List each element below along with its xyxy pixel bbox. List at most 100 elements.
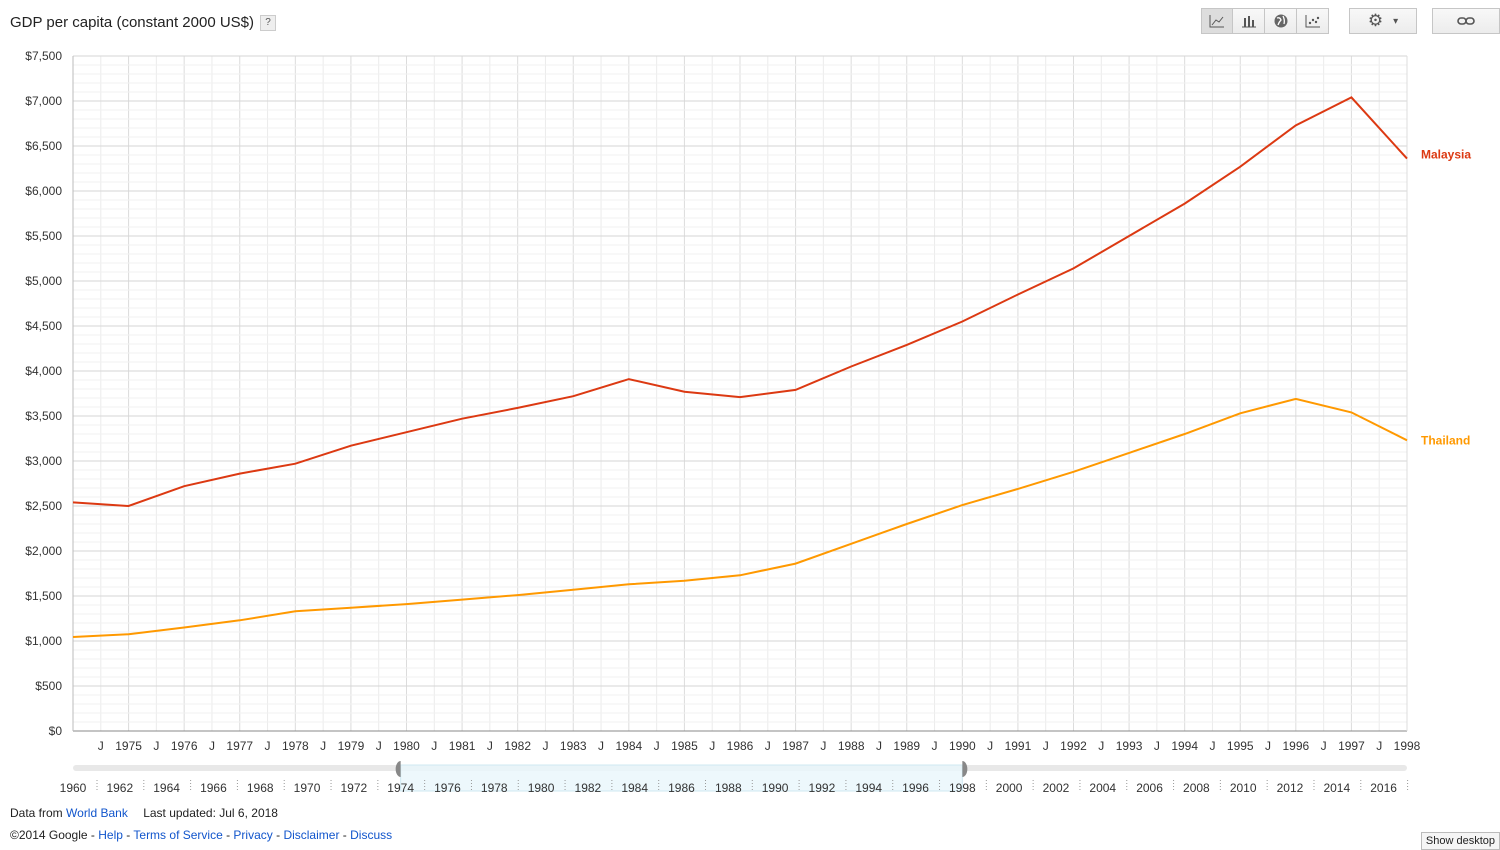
y-tick-label: $500 [35,679,62,693]
copyright-text: ©2014 Google - [10,828,95,842]
x-minor-tick-label: J [1209,739,1215,753]
timeline-year-label: 2012 [1277,781,1304,795]
x-minor-tick-label: J [932,739,938,753]
x-minor-tick-label: J [1043,739,1049,753]
y-tick-label: $7,000 [25,94,62,108]
link-icon [1457,17,1475,25]
discuss-link[interactable]: Discuss [350,828,393,842]
chart-title: GDP per capita (constant 2000 US$)? [10,14,277,32]
x-tick-label: 1987 [782,739,809,753]
show-desktop-button[interactable]: Show desktop [1420,832,1500,850]
bar-chart-button[interactable] [1233,8,1265,34]
x-minor-tick-label: J [431,739,437,753]
timeline-year-label: 1960 [60,781,87,795]
x-tick-label: 1989 [893,739,920,753]
timeline-year-label: 1962 [106,781,133,795]
settings-button[interactable]: ⚙ ▾ [1349,8,1417,34]
series-label-malaysia: Malaysia [1421,148,1471,162]
timeline-year-label: 1972 [340,781,367,795]
x-minor-tick-label: J [1098,739,1104,753]
map-globe-icon [1274,14,1287,28]
y-tick-label: $1,000 [25,634,62,648]
timeline-selection[interactable] [400,764,963,792]
x-tick-label: 1975 [115,739,142,753]
series-label-thailand: Thailand [1421,433,1470,447]
help-link[interactable]: Help [98,828,123,842]
timeline-year-label: 2010 [1230,781,1257,795]
timeline-year-label: 2008 [1183,781,1210,795]
x-tick-label: 1976 [171,739,198,753]
line-chart-button[interactable] [1201,8,1233,34]
x-tick-label: 1993 [1116,739,1143,753]
timeline-year-label: 1990 [762,781,789,795]
y-tick-label: $4,000 [25,364,62,378]
x-tick-label: 1994 [1171,739,1198,753]
x-tick-label: 1983 [560,739,587,753]
x-tick-label: 1986 [727,739,754,753]
y-tick-label: $6,500 [25,139,62,153]
link-button[interactable] [1432,8,1500,34]
help-button[interactable]: ? [260,15,277,32]
x-tick-label: 1991 [1005,739,1032,753]
x-tick-label: 1977 [226,739,253,753]
x-minor-tick-label: J [654,739,660,753]
x-minor-tick-label: J [1376,739,1382,753]
line-chart-icon [1209,15,1224,28]
x-tick-label: 1995 [1227,739,1254,753]
x-tick-label: 1982 [504,739,531,753]
x-minor-tick-label: J [153,739,159,753]
timeline-year-label: 2000 [996,781,1023,795]
timeline-year-label: 1992 [809,781,836,795]
y-tick-label: $4,500 [25,319,62,333]
x-tick-label: 1997 [1338,739,1365,753]
chart-type-toolbar [1201,8,1329,34]
timeline-year-label: 1974 [387,781,414,795]
y-tick-label: $2,500 [25,499,62,513]
x-minor-tick-label: J [1321,739,1327,753]
timeline-year-label: 1988 [715,781,742,795]
timeline-year-label: 1998 [949,781,976,795]
y-tick-label: $1,500 [25,589,62,603]
x-tick-label: 1980 [393,739,420,753]
data-from-label: Data from [10,806,63,820]
terms-link[interactable]: Terms of Service [133,828,223,842]
disclaimer-link[interactable]: Disclaimer [283,828,340,842]
timeline-start-handle[interactable] [395,761,401,777]
timeline-year-label: 1978 [481,781,508,795]
series-line-malaysia [72,96,1408,508]
scatter-chart-button[interactable] [1297,8,1329,34]
x-tick-label: 1981 [449,739,476,753]
x-tick-label: 1996 [1282,739,1309,753]
map-chart-button[interactable] [1265,8,1297,34]
x-minor-tick-label: J [709,739,715,753]
timeline-year-label: 1976 [434,781,461,795]
x-minor-tick-label: J [320,739,326,753]
x-minor-tick-label: J [265,739,271,753]
chevron-down-icon: ▾ [1393,15,1399,27]
timeline-year-label: 1970 [294,781,321,795]
x-minor-tick-label: J [598,739,604,753]
x-tick-label: 1984 [615,739,642,753]
x-minor-tick-label: J [376,739,382,753]
x-minor-tick-label: J [487,739,493,753]
timeline-year-label: 2006 [1136,781,1163,795]
x-tick-label: 1985 [671,739,698,753]
x-tick-label: 1998 [1394,739,1421,753]
timeline-year-label: 1996 [902,781,929,795]
series-line-thailand [72,397,1408,638]
timeline-end-handle[interactable] [962,761,968,777]
timeline-year-label: 1966 [200,781,227,795]
x-minor-tick-label: J [1154,739,1160,753]
bar-chart-icon [1241,16,1256,28]
y-tick-label: $2,000 [25,544,62,558]
x-minor-tick-label: J [765,739,771,753]
timeline-year-label: 2016 [1370,781,1397,795]
y-tick-label: $3,500 [25,409,62,423]
world-bank-link[interactable]: World Bank [66,806,128,820]
data-source-line: Data from World Bank Last updated: Jul 6… [10,806,278,820]
timeline-year-label: 1968 [247,781,274,795]
privacy-link[interactable]: Privacy [233,828,273,842]
timeline-year-label: 1994 [855,781,882,795]
y-tick-label: $5,500 [25,229,62,243]
